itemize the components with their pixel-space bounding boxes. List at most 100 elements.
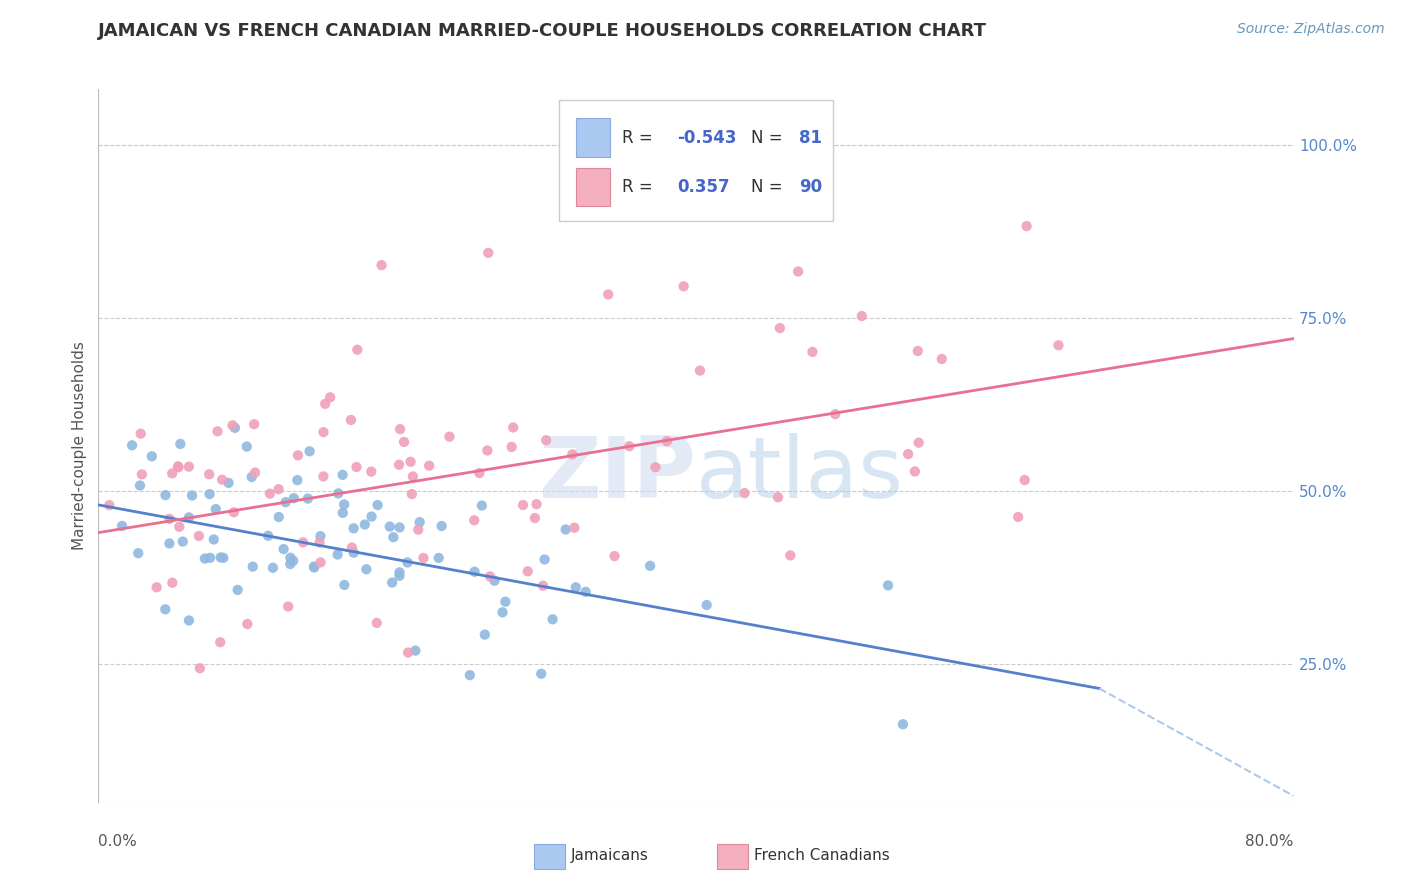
Point <box>360 465 382 479</box>
Point <box>477 245 499 260</box>
Point <box>235 440 257 454</box>
Point <box>381 575 404 590</box>
Point <box>319 390 342 404</box>
Point <box>907 343 929 358</box>
Text: 81: 81 <box>799 128 821 146</box>
Point <box>155 602 177 616</box>
Point <box>531 579 554 593</box>
Point <box>212 550 235 565</box>
Point <box>181 488 204 502</box>
Point <box>204 502 226 516</box>
Point <box>224 421 246 435</box>
Point <box>356 562 378 576</box>
Point <box>209 635 232 649</box>
Text: R =: R = <box>621 178 664 196</box>
Point <box>564 521 586 535</box>
Text: French Canadians: French Canadians <box>754 848 890 863</box>
Point <box>309 529 332 543</box>
Point <box>141 450 163 464</box>
Point <box>388 566 411 580</box>
Text: 90: 90 <box>799 178 823 196</box>
Point <box>198 467 221 482</box>
Point <box>523 511 546 525</box>
Point <box>187 529 209 543</box>
Point <box>512 498 534 512</box>
Point <box>283 554 305 568</box>
Point <box>464 565 486 579</box>
Point <box>1014 473 1036 487</box>
Y-axis label: Married-couple Households: Married-couple Households <box>72 342 87 550</box>
Point <box>312 425 335 440</box>
Point <box>367 498 389 512</box>
Point <box>412 551 434 566</box>
Point <box>111 519 134 533</box>
FancyBboxPatch shape <box>576 119 610 157</box>
Point <box>243 417 266 432</box>
Point <box>655 434 678 449</box>
Point <box>207 425 229 439</box>
Point <box>439 430 461 444</box>
Text: -0.543: -0.543 <box>676 128 737 146</box>
Text: 0.0%: 0.0% <box>98 834 138 849</box>
Point <box>891 717 914 731</box>
Point <box>516 564 538 578</box>
Point <box>484 574 506 588</box>
Point <box>851 309 873 323</box>
Point <box>404 643 426 657</box>
Point <box>222 505 245 519</box>
Point <box>619 439 641 453</box>
Point <box>401 487 423 501</box>
Text: N =: N = <box>751 178 787 196</box>
Point <box>177 510 200 524</box>
Point <box>904 465 927 479</box>
Text: R =: R = <box>621 128 658 146</box>
Point <box>769 321 792 335</box>
Point <box>273 542 295 557</box>
Point <box>561 447 583 461</box>
Point <box>396 646 419 660</box>
Point <box>491 605 513 619</box>
Point <box>1007 510 1029 524</box>
Point <box>554 523 576 537</box>
Point <box>787 264 810 278</box>
Point <box>734 486 756 500</box>
Point <box>312 469 335 483</box>
Point <box>274 495 297 509</box>
Point <box>696 598 718 612</box>
Point <box>360 509 382 524</box>
Point <box>766 491 789 505</box>
Point <box>209 550 232 565</box>
Point <box>302 560 325 574</box>
Point <box>332 506 354 520</box>
Point <box>779 549 801 563</box>
Point <box>177 614 200 628</box>
Point <box>907 435 929 450</box>
Point <box>328 486 350 500</box>
Point <box>308 535 330 549</box>
Point <box>236 617 259 632</box>
Point <box>333 498 356 512</box>
Point <box>287 448 309 462</box>
Point <box>257 529 280 543</box>
FancyBboxPatch shape <box>558 100 834 221</box>
Point <box>283 491 305 506</box>
Text: Jamaicans: Jamaicans <box>571 848 648 863</box>
Point <box>226 582 249 597</box>
Point <box>243 466 266 480</box>
Point <box>160 467 183 481</box>
Text: 80.0%: 80.0% <box>1246 834 1294 849</box>
Point <box>388 458 411 472</box>
Text: JAMAICAN VS FRENCH CANADIAN MARRIED-COUPLE HOUSEHOLDS CORRELATION CHART: JAMAICAN VS FRENCH CANADIAN MARRIED-COUP… <box>98 22 987 40</box>
Text: N =: N = <box>751 128 787 146</box>
Point <box>240 470 263 484</box>
Point <box>267 510 290 524</box>
Text: 0.357: 0.357 <box>676 178 730 196</box>
Point <box>326 548 349 562</box>
Point <box>346 343 368 357</box>
Point <box>346 460 368 475</box>
Point <box>409 515 432 529</box>
Point <box>177 459 200 474</box>
Point <box>98 498 121 512</box>
Point <box>474 627 496 641</box>
Point <box>388 520 411 534</box>
